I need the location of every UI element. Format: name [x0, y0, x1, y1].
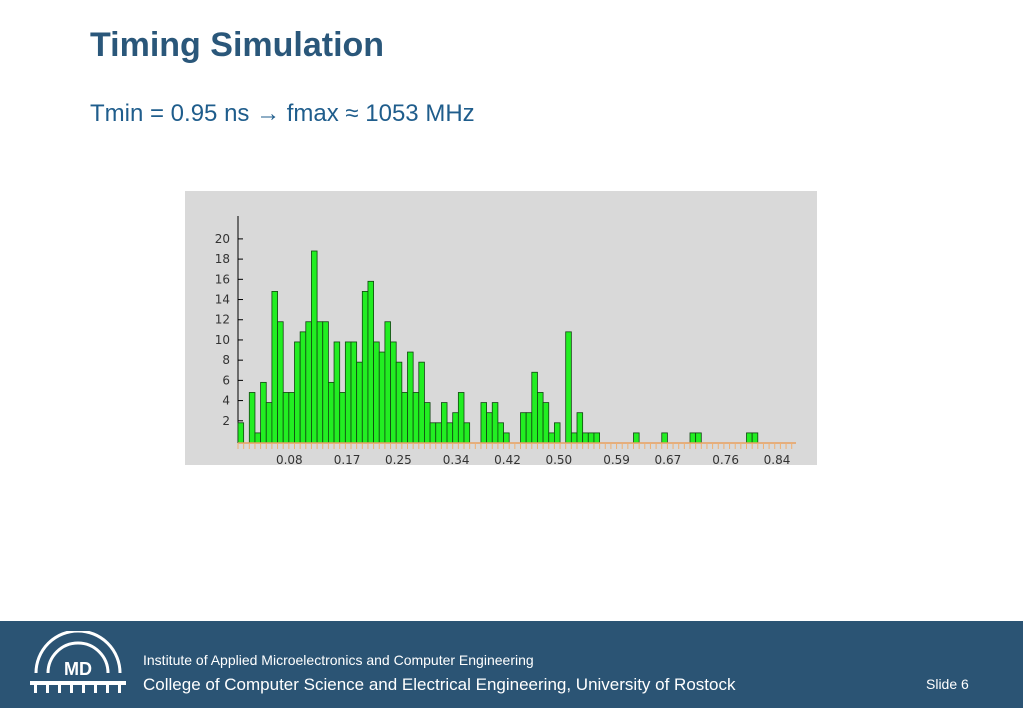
histogram-bar — [299, 331, 307, 444]
histogram-bar — [429, 422, 437, 444]
slide-subtitle: Tmin = 0.95 ns → fmax ≈ 1053 MHz — [90, 100, 475, 127]
histogram-bar — [395, 361, 403, 444]
histogram-bar — [412, 392, 420, 444]
histogram-bar — [316, 321, 324, 444]
histogram-bar — [491, 402, 499, 444]
histogram-bar — [576, 412, 584, 444]
histogram-bar — [327, 381, 335, 444]
institute-name: Institute of Applied Microelectronics an… — [143, 652, 534, 668]
x-tick-label: 0.42 — [494, 453, 521, 465]
histogram-bar — [311, 250, 318, 444]
histogram-bar — [582, 432, 589, 444]
histogram-bar — [531, 371, 538, 444]
histogram-bar — [689, 432, 697, 444]
histogram-bar — [378, 351, 386, 444]
y-tick-label: 10 — [215, 333, 230, 347]
y-tick-label: 6 — [222, 373, 230, 387]
histogram-bar — [486, 412, 493, 444]
histogram-bar — [548, 432, 555, 444]
y-tick-label: 8 — [222, 353, 230, 367]
x-tick-label: 0.76 — [712, 453, 739, 465]
histogram-bar — [237, 422, 245, 444]
x-tick-label: 0.17 — [334, 453, 361, 465]
histogram-bar — [503, 432, 510, 444]
histogram-bar — [407, 351, 414, 444]
histogram-bar — [322, 321, 329, 444]
footer-bar: MD Institute of Applied Microelectronics… — [0, 621, 1023, 708]
y-tick-label: 4 — [222, 394, 230, 408]
histogram-bar — [553, 422, 561, 444]
histogram-bar — [401, 392, 408, 444]
histogram-bar — [480, 402, 488, 444]
y-tick-label: 14 — [215, 293, 230, 307]
x-tick-label: 0.84 — [764, 453, 791, 465]
histogram-bar — [593, 432, 601, 444]
college-name: College of Computer Science and Electric… — [143, 675, 736, 694]
histogram-bar — [497, 422, 504, 444]
histogram-bar — [356, 361, 363, 444]
slide-number: Slide 6 — [926, 676, 969, 692]
histogram-bar — [271, 291, 278, 444]
slide-title: Timing Simulation — [90, 26, 385, 64]
histogram-bar — [361, 291, 369, 444]
histogram-bar — [542, 402, 550, 444]
histogram-bar — [344, 341, 352, 444]
histogram-bar — [695, 432, 702, 444]
histogram-bar — [367, 280, 374, 444]
histogram-bar — [248, 392, 256, 444]
md-logo-icon: MD — [30, 631, 126, 693]
x-tick-label: 0.25 — [385, 453, 412, 465]
histogram-bar — [525, 412, 533, 444]
histogram-bar — [537, 392, 544, 444]
histogram-bar — [390, 341, 397, 444]
histogram-bar — [384, 321, 391, 444]
x-tick-label: 0.50 — [545, 453, 572, 465]
histogram-bar — [254, 432, 261, 444]
histogram-bar — [260, 381, 267, 444]
y-tick-label: 20 — [215, 232, 230, 246]
histogram-bar — [435, 422, 442, 444]
histogram-bar — [661, 432, 668, 444]
y-tick-label: 12 — [215, 313, 230, 327]
histogram-bar — [587, 432, 595, 444]
histogram-bar — [457, 392, 465, 444]
histogram-bar — [520, 412, 527, 444]
histogram-bar — [350, 341, 358, 444]
histogram-svg: 2 4 6 8 10 12 14 16 18 20 0.08 0.17 0.25 0.34 0.42 0.50… — [215, 216, 796, 465]
logo-text: MD — [64, 659, 92, 679]
x-tick-label: 0.08 — [276, 453, 303, 465]
histogram-bar — [373, 341, 380, 444]
histogram-bar — [570, 432, 578, 444]
histogram-bar — [463, 422, 471, 444]
histogram-bar — [277, 321, 284, 444]
histogram-bar — [339, 392, 346, 444]
histogram-bar — [751, 432, 759, 444]
histogram-bar — [440, 402, 448, 444]
histogram-bar — [305, 321, 312, 444]
histogram-bar — [265, 402, 273, 444]
histogram-bar — [446, 422, 454, 444]
histogram-bar — [294, 341, 301, 444]
histogram-bar — [633, 432, 640, 444]
x-tick-label: 0.67 — [655, 453, 682, 465]
y-tick-label: 2 — [222, 414, 230, 428]
histogram-bar — [452, 412, 459, 444]
histogram-bar — [418, 361, 425, 444]
histogram-bar — [333, 341, 341, 444]
y-tick-label: 16 — [215, 272, 230, 286]
histogram-bar — [565, 331, 572, 444]
histogram-bar — [746, 432, 753, 444]
x-tick-label: 0.59 — [603, 453, 630, 465]
histogram-bar — [288, 392, 295, 444]
histogram-bar — [282, 392, 290, 444]
x-tick-label: 0.34 — [443, 453, 470, 465]
timing-histogram-chart: 2 4 6 8 10 12 14 16 18 20 0.08 0.17 0.25 0.34 0.42 0.50… — [185, 191, 817, 465]
histogram-bar — [424, 402, 431, 444]
y-tick-label: 18 — [215, 252, 230, 266]
